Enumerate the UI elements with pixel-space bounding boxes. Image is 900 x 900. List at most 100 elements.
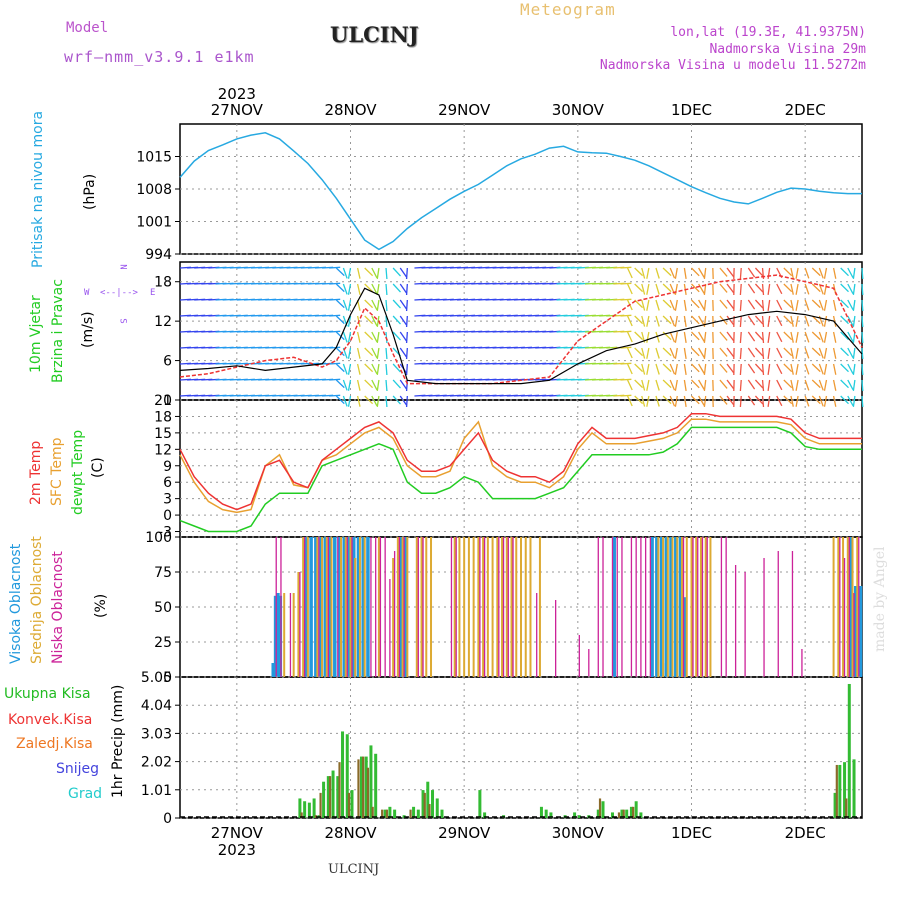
wind-barb (790, 315, 794, 327)
precip-bar (843, 762, 847, 818)
wind-barb (823, 347, 828, 359)
wind-barb (662, 315, 672, 325)
cloud-bar (671, 537, 674, 677)
cloud-bar (299, 572, 301, 677)
wind-barb (620, 282, 632, 285)
cloud-bar (342, 537, 347, 677)
wind-barb (385, 283, 388, 296)
wind-barb (683, 347, 687, 360)
wind-barb (852, 299, 856, 311)
wind-barb (691, 347, 700, 357)
wind-barb (847, 363, 854, 375)
wind-barb (703, 299, 707, 311)
cloud-bar (602, 537, 604, 677)
wind-barb (719, 379, 728, 389)
y-tick-label: 3.03 (141, 726, 172, 742)
wind-barb (347, 283, 352, 295)
top-date-tick-label: 27NOV (211, 101, 264, 119)
top-date-tick-label: 30NOV (552, 101, 605, 119)
wind-barb (804, 395, 810, 407)
y-tick-label: 0 (163, 670, 172, 686)
wind-barb (840, 299, 849, 309)
wind-barb (356, 331, 361, 343)
wind-barb (329, 282, 341, 285)
wind-barb (698, 267, 705, 278)
wind-barb (655, 315, 660, 327)
wind-barb (669, 315, 676, 327)
wind-dir-arrows: <--|--> (100, 288, 138, 298)
legend-grad: Grad (68, 786, 103, 802)
dewpoint-line (179, 426, 862, 533)
precip-bar (312, 798, 316, 818)
wind-barb (342, 299, 348, 311)
wind-barb (655, 331, 660, 343)
precip-bar (328, 776, 332, 818)
wind-barb (795, 395, 799, 407)
wind-barb (669, 395, 676, 407)
y-tick-label: 21 (154, 393, 172, 409)
wind-barb (783, 299, 793, 309)
precip-bar (345, 734, 349, 818)
wind-barb (385, 315, 388, 328)
wind-barb (823, 315, 828, 327)
wind-barb (335, 379, 345, 389)
wind-barb (698, 315, 705, 326)
precip-bar (622, 809, 625, 818)
wind-barb (399, 315, 408, 326)
wind-barb (754, 299, 764, 309)
wind-barb (347, 331, 352, 343)
wind-barb (364, 379, 374, 389)
wind-barb (811, 299, 821, 309)
wind-barb (674, 267, 678, 279)
wind-barb (399, 267, 408, 278)
wind-barb (840, 347, 849, 357)
precip-bar (307, 802, 311, 818)
y-tick-label: 0 (163, 811, 172, 827)
cloud-bar (843, 558, 846, 677)
wind-barb (726, 299, 735, 310)
wind-barb (790, 379, 794, 391)
wind-barb (832, 379, 837, 391)
wind-barb (739, 379, 742, 392)
cloud-bar (851, 537, 854, 677)
cloud-bar (682, 537, 685, 677)
wind-barb (754, 379, 764, 389)
wind-barb (739, 363, 742, 376)
wind-barb (739, 267, 742, 280)
wind-barb (674, 363, 678, 375)
top-date-tick-label: 28NOV (324, 101, 377, 119)
wind-barb (703, 347, 707, 359)
wind-barb (364, 395, 374, 405)
precip-bar (634, 801, 638, 818)
wind-barb (634, 363, 644, 373)
cloud-bar (346, 537, 348, 677)
wind-barb (655, 283, 660, 295)
y-tick-label: 0 (163, 393, 172, 409)
wind-barb (674, 395, 678, 407)
wind-barb (719, 395, 728, 405)
wind-barb (620, 330, 632, 333)
precip-bar (338, 762, 341, 818)
temp-2m-line (179, 412, 862, 511)
wind-barb (754, 283, 764, 293)
wind-barb (626, 347, 633, 359)
y-tick-label: 4.04 (141, 698, 172, 714)
wind-barb (804, 299, 810, 311)
wind-barb (662, 331, 672, 341)
precip-bar (423, 792, 426, 818)
wind-barb (376, 379, 380, 391)
wind-barb (804, 379, 810, 391)
wind-barb (364, 331, 374, 341)
wind-barb (634, 315, 644, 325)
y-tick-label: 12 (154, 314, 172, 330)
wind-barb (790, 395, 794, 407)
cloud-bar (848, 537, 850, 677)
cloud-bar (674, 537, 678, 677)
wind-barb (655, 347, 660, 359)
wind-barb (840, 395, 849, 405)
precip-bar (625, 809, 629, 818)
cloud-bar (323, 537, 328, 677)
y-tick-label: 0 (163, 508, 172, 524)
cloud-bar (450, 537, 453, 677)
precip-bar (393, 809, 397, 818)
